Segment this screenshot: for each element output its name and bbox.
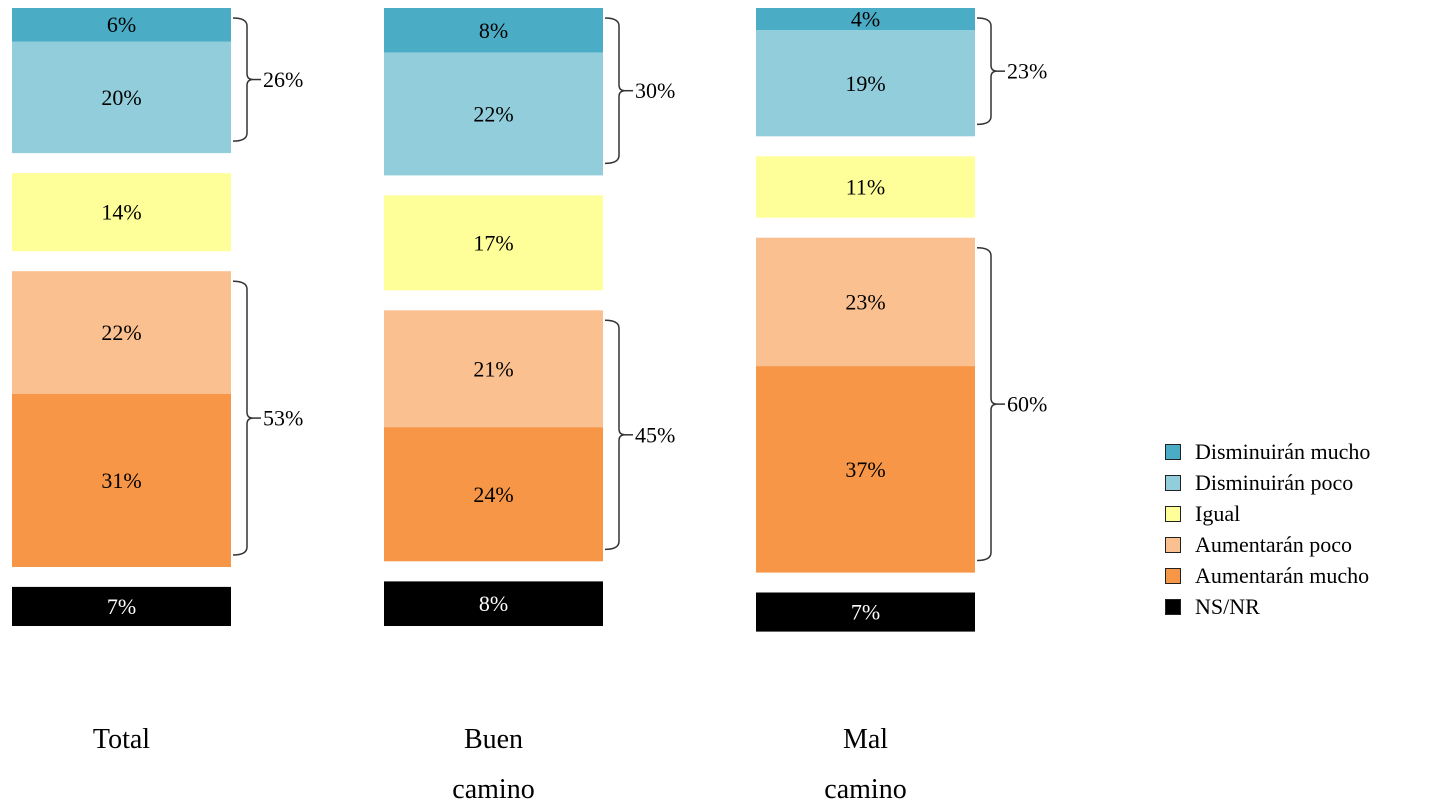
legend-item: Disminuirán mucho (1165, 436, 1370, 467)
bracket-label: 53% (263, 406, 303, 431)
bracket (976, 246, 998, 562)
data-label: 24% (473, 482, 513, 507)
legend-swatch (1165, 536, 1181, 553)
legend-swatch (1165, 474, 1181, 491)
bar-segment-mal-camino-2 (756, 156, 975, 218)
bracket (604, 17, 626, 165)
bar-segment-mal-camino-0 (756, 8, 975, 31)
legend-swatch (1165, 567, 1181, 584)
legend-swatch (1165, 505, 1181, 522)
data-label: 20% (101, 85, 141, 110)
bracket-label: 30% (635, 78, 675, 103)
bar-segment-buen-camino-2 (384, 195, 603, 291)
data-label: 21% (473, 356, 513, 381)
legend-item: Aumentarán poco (1165, 529, 1370, 560)
bracket (976, 17, 998, 126)
bracket-label: 45% (635, 422, 675, 447)
legend-label: Igual (1195, 500, 1241, 526)
data-label: 4% (851, 7, 880, 32)
bar-segment-total-0 (12, 8, 231, 42)
bracket-label: 23% (1007, 59, 1047, 84)
data-label: 22% (473, 102, 513, 127)
category-label: Mal (843, 724, 888, 755)
legend-label: Aumentarán poco (1195, 531, 1352, 557)
data-label: 14% (101, 200, 141, 225)
data-label: 22% (101, 320, 141, 345)
data-label: 23% (845, 289, 885, 314)
bar-segment-buen-camino-4 (384, 427, 603, 562)
bar-segment-buen-camino-3 (384, 310, 603, 428)
category-label: Total (93, 724, 150, 755)
bar-segment-total-5 (12, 586, 231, 626)
legend-swatch (1165, 443, 1181, 460)
bar-segment-total-3 (12, 271, 231, 394)
bar-segment-buen-camino-0 (384, 8, 603, 53)
data-label: 6% (107, 12, 136, 37)
bar-segment-mal-camino-4 (756, 366, 975, 573)
bracket-label: 26% (263, 67, 303, 92)
bracket-label: 60% (1007, 392, 1047, 417)
legend-swatch (1165, 598, 1181, 615)
legend-label: Disminuirán poco (1195, 469, 1354, 495)
legend-label: Aumentarán mucho (1195, 562, 1370, 588)
bar-segment-total-1 (12, 41, 231, 154)
legend: Disminuirán mucho Disminuirán poco Igual Au… (1165, 436, 1370, 622)
category-label: camino (824, 774, 906, 802)
bracket (604, 319, 626, 551)
data-label: 7% (851, 600, 880, 625)
bar-segment-total-4 (12, 394, 231, 567)
bar-segment-mal-camino-3 (756, 237, 975, 366)
legend-item: Disminuirán poco (1165, 467, 1370, 498)
bar-segment-buen-camino-5 (384, 581, 603, 626)
data-label: 8% (479, 18, 508, 43)
legend-label: Disminuirán mucho (1195, 438, 1371, 464)
data-label: 7% (107, 594, 136, 619)
data-label: 17% (473, 230, 513, 255)
data-label: 8% (479, 591, 508, 616)
category-label: camino (452, 774, 534, 802)
data-label: 11% (846, 175, 886, 200)
bar-segment-mal-camino-5 (756, 592, 975, 632)
data-label: 19% (845, 71, 885, 96)
legend-item: Aumentarán mucho (1165, 560, 1370, 591)
bar-segment-buen-camino-1 (384, 52, 603, 176)
legend-label: NS/NR (1195, 593, 1260, 619)
bar-segment-total-2 (12, 173, 231, 252)
legend-item: Igual (1165, 498, 1370, 529)
category-label: Buen (464, 724, 523, 755)
data-label: 31% (101, 468, 141, 493)
bracket (232, 280, 254, 556)
data-label: 37% (845, 457, 885, 482)
bar-segment-mal-camino-1 (756, 30, 975, 137)
legend-item: NS/NR (1165, 591, 1370, 622)
bracket (232, 17, 254, 142)
